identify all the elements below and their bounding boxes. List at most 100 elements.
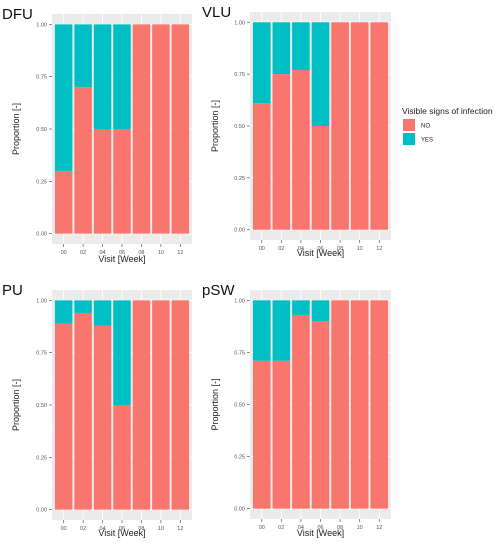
legend: Visible signs of infection NO YES bbox=[402, 106, 493, 145]
y-axis-title: Proportion [-] bbox=[210, 378, 220, 430]
bar-no-04 bbox=[93, 129, 112, 234]
y-tick-label: 1.00 bbox=[36, 22, 47, 28]
panel-psw: 00 02 04 06 08 10 12 0.00 0.25 0.50 0.75 1.00 Visit … bbox=[202, 282, 391, 538]
x-tick-label: 08 bbox=[337, 246, 343, 252]
bar-no-10 bbox=[350, 300, 369, 509]
panel-vlu: 00 02 04 06 08 10 12 0.00 0.25 0.50 0.75 1.00 Visit … bbox=[202, 4, 391, 258]
legend-title: Visible signs of infection bbox=[402, 106, 493, 116]
bar-yes-04 bbox=[292, 22, 310, 70]
y-tick-label: 0.75 bbox=[36, 351, 47, 357]
x-tick-label: 02 bbox=[80, 250, 86, 256]
y-tick-label: 0.25 bbox=[36, 179, 47, 185]
bar-no-12 bbox=[171, 24, 190, 234]
x-tick-label: 04 bbox=[99, 250, 105, 256]
bar-no-04 bbox=[292, 69, 310, 230]
x-tick-label: 08 bbox=[138, 250, 144, 256]
bar-no-04 bbox=[292, 314, 310, 509]
legend-label-no: NO bbox=[421, 124, 430, 130]
bar-yes-04 bbox=[292, 300, 310, 315]
x-tick-label: 12 bbox=[177, 250, 183, 256]
bar-yes-02 bbox=[272, 300, 291, 361]
x-tick-label: 04 bbox=[298, 525, 304, 531]
x-tick-label: 00 bbox=[259, 246, 265, 252]
x-tick-label: 12 bbox=[376, 246, 382, 252]
y-tick-label: 1.00 bbox=[234, 298, 245, 304]
bar-yes-00 bbox=[54, 300, 73, 324]
x-tick-label: 02 bbox=[80, 526, 86, 532]
y-tick-label: 0.25 bbox=[234, 455, 245, 461]
panel-dfu: 00 02 04 06 08 10 12 0.00 0.25 0.50 0.75 1.00 Visit … bbox=[2, 6, 192, 264]
x-tick-label: 08 bbox=[337, 525, 343, 531]
y-tick-label: 0.75 bbox=[234, 72, 245, 78]
x-tick-label: 06 bbox=[317, 525, 323, 531]
panel-title: DFU bbox=[2, 6, 33, 23]
legend-key-yes bbox=[403, 133, 415, 145]
panel-title: pSW bbox=[202, 282, 235, 299]
x-axis-title: Visit [Week] bbox=[98, 528, 145, 538]
x-tick-label: 02 bbox=[278, 246, 284, 252]
bar-yes-06 bbox=[311, 22, 330, 126]
bar-no-02 bbox=[272, 74, 291, 230]
x-tick-label: 00 bbox=[61, 526, 67, 532]
y-tick-label: 0.75 bbox=[36, 75, 47, 81]
y-tick-label: 1.00 bbox=[36, 298, 47, 304]
bar-no-06 bbox=[311, 321, 330, 509]
y-tick-label: 0.00 bbox=[36, 508, 47, 514]
bar-no-02 bbox=[272, 360, 291, 509]
y-tick-label: 1.00 bbox=[234, 20, 245, 26]
x-tick-label: 10 bbox=[158, 526, 164, 532]
x-tick-label: 12 bbox=[177, 526, 183, 532]
y-tick-label: 0.25 bbox=[36, 455, 47, 461]
bar-no-08 bbox=[132, 24, 151, 234]
y-axis-title: Proportion [-] bbox=[11, 103, 21, 155]
x-tick-label: 10 bbox=[357, 246, 363, 252]
bar-no-12 bbox=[171, 300, 190, 510]
x-tick-label: 04 bbox=[298, 246, 304, 252]
y-axis-title: Proportion [-] bbox=[11, 379, 21, 431]
x-tick-label: 12 bbox=[376, 525, 382, 531]
bar-no-02 bbox=[74, 87, 92, 234]
bar-yes-06 bbox=[113, 300, 131, 405]
panel-title: PU bbox=[2, 282, 23, 299]
bar-yes-06 bbox=[311, 300, 330, 322]
bar-no-04 bbox=[93, 325, 112, 510]
y-tick-label: 0.00 bbox=[234, 507, 245, 513]
x-axis-title: Visit [Week] bbox=[297, 528, 344, 538]
x-axis-title: Visit [Week] bbox=[297, 248, 344, 258]
bar-yes-00 bbox=[252, 300, 271, 361]
bar-no-00 bbox=[252, 360, 271, 509]
bar-no-10 bbox=[350, 22, 369, 230]
y-axis-title: Proportion [-] bbox=[210, 100, 220, 152]
bar-yes-04 bbox=[93, 300, 112, 326]
bar-no-02 bbox=[74, 312, 92, 510]
x-tick-label: 10 bbox=[158, 250, 164, 256]
x-tick-label: 10 bbox=[357, 525, 363, 531]
panel-title: VLU bbox=[202, 4, 231, 21]
bar-no-00 bbox=[252, 103, 271, 230]
bar-yes-06 bbox=[113, 24, 131, 130]
bar-no-12 bbox=[370, 22, 389, 230]
bar-no-06 bbox=[311, 126, 330, 230]
y-tick-label: 0.50 bbox=[36, 127, 47, 133]
bar-no-08 bbox=[132, 300, 151, 510]
bar-yes-00 bbox=[54, 24, 73, 171]
bar-yes-00 bbox=[252, 22, 271, 104]
x-tick-label: 00 bbox=[259, 525, 265, 531]
bar-no-00 bbox=[54, 170, 73, 234]
legend-key-no bbox=[403, 119, 415, 131]
bar-no-08 bbox=[331, 22, 349, 230]
bar-no-08 bbox=[331, 300, 349, 509]
x-tick-label: 08 bbox=[138, 526, 144, 532]
y-tick-label: 0.50 bbox=[36, 403, 47, 409]
bar-yes-02 bbox=[74, 24, 92, 88]
bar-yes-04 bbox=[93, 24, 112, 130]
bar-no-00 bbox=[54, 323, 73, 510]
x-tick-label: 06 bbox=[119, 250, 125, 256]
legend-label-yes: YES bbox=[421, 138, 433, 144]
y-tick-label: 0.75 bbox=[234, 350, 245, 356]
x-tick-label: 04 bbox=[99, 526, 105, 532]
bar-no-10 bbox=[152, 300, 170, 510]
y-tick-label: 0.50 bbox=[234, 124, 245, 130]
